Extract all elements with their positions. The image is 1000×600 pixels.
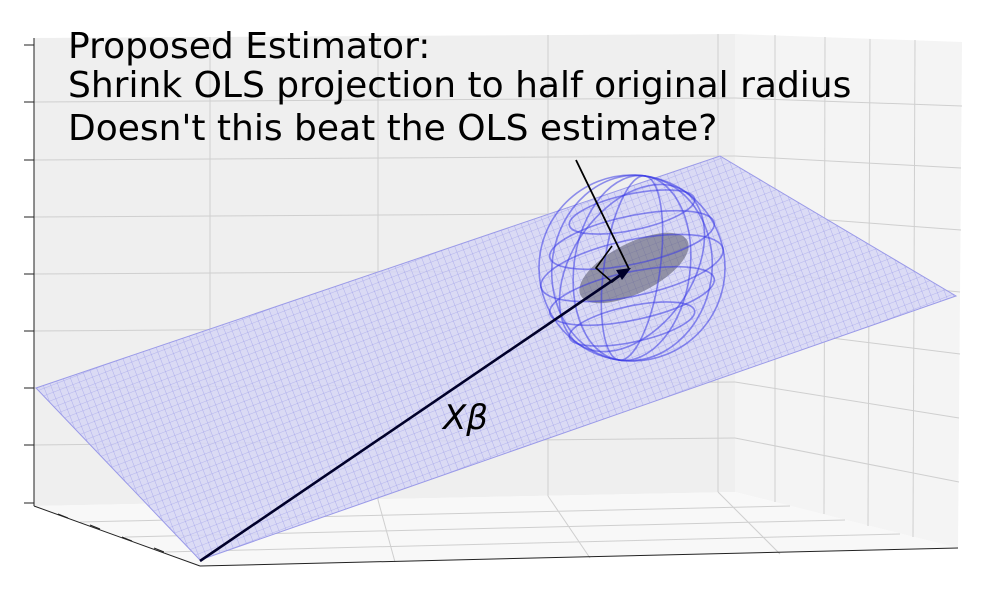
- plane-outline: [35, 155, 958, 561]
- vector-shaft: [199, 272, 623, 563]
- axis-ticks: [24, 44, 165, 553]
- column-space-plane: [35, 155, 958, 561]
- title-line-2: Shrink OLS projection to half original r…: [68, 65, 852, 106]
- x-beta-label: Xβ: [443, 398, 488, 438]
- plane-mesh: [36, 156, 956, 560]
- title-line-1: Proposed Estimator:: [68, 26, 431, 67]
- x-beta-vector: [199, 268, 631, 563]
- vector-arrowhead: [616, 268, 631, 280]
- title-line-3: Doesn't this beat the OLS estimate?: [68, 108, 718, 149]
- sphere-wireframe: [538, 174, 726, 362]
- residual-line: [575, 159, 630, 270]
